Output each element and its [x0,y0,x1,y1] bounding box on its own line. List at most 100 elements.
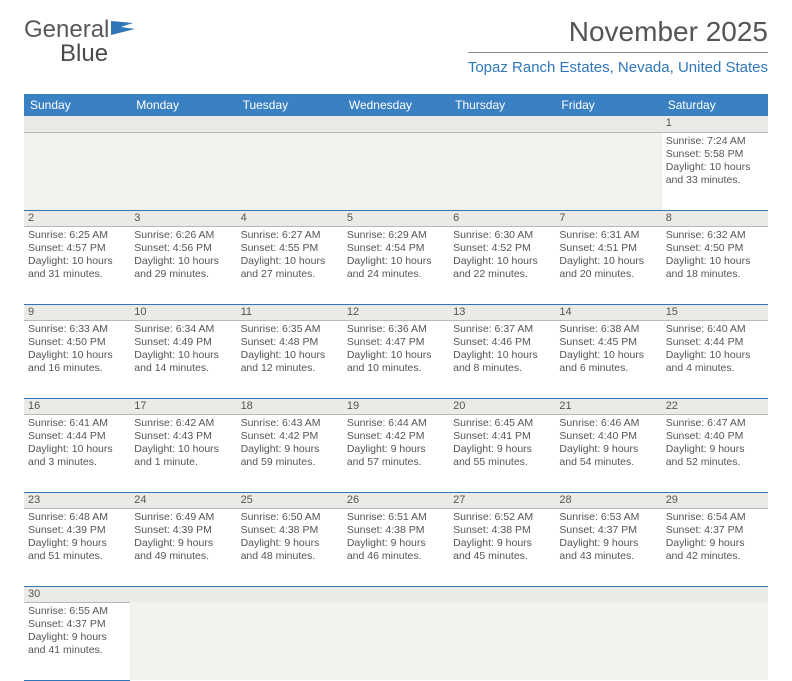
day-content: Sunrise: 6:43 AMSunset: 4:42 PMDaylight:… [237,415,343,470]
sunset-text: Sunset: 4:37 PM [559,524,657,537]
sunset-text: Sunset: 4:56 PM [134,242,232,255]
sunrise-text: Sunrise: 6:53 AM [559,511,657,524]
daylight-text: Daylight: 10 hours and 14 minutes. [134,349,232,375]
daylight-text: Daylight: 9 hours and 43 minutes. [559,537,657,563]
calendar-table: SundayMondayTuesdayWednesdayThursdayFrid… [24,94,768,681]
day-cell [237,132,343,210]
sunrise-text: Sunrise: 6:35 AM [241,323,339,336]
daylight-text: Daylight: 10 hours and 6 minutes. [559,349,657,375]
day-cell: Sunrise: 6:45 AMSunset: 4:41 PMDaylight:… [449,414,555,492]
day-content: Sunrise: 6:40 AMSunset: 4:44 PMDaylight:… [662,321,768,376]
sunrise-text: Sunrise: 6:38 AM [559,323,657,336]
day-cell: Sunrise: 6:46 AMSunset: 4:40 PMDaylight:… [555,414,661,492]
day-content: Sunrise: 6:45 AMSunset: 4:41 PMDaylight:… [449,415,555,470]
daylight-text: Daylight: 10 hours and 18 minutes. [666,255,764,281]
daylight-text: Daylight: 9 hours and 46 minutes. [347,537,445,563]
sunrise-text: Sunrise: 6:26 AM [134,229,232,242]
sunrise-text: Sunrise: 6:44 AM [347,417,445,430]
week-row: Sunrise: 6:41 AMSunset: 4:44 PMDaylight:… [24,414,768,492]
week-row: Sunrise: 6:48 AMSunset: 4:39 PMDaylight:… [24,508,768,586]
day-cell [343,132,449,210]
day-number: 28 [555,492,661,508]
sunrise-text: Sunrise: 6:29 AM [347,229,445,242]
day-cell: Sunrise: 6:33 AMSunset: 4:50 PMDaylight:… [24,320,130,398]
sunset-text: Sunset: 4:44 PM [28,430,126,443]
sunset-text: Sunset: 4:41 PM [453,430,551,443]
daylight-text: Daylight: 9 hours and 45 minutes. [453,537,551,563]
day-number: 21 [555,398,661,414]
day-number: 16 [24,398,130,414]
day-header: Saturday [662,94,768,116]
day-content: Sunrise: 6:49 AMSunset: 4:39 PMDaylight:… [130,509,236,564]
sunset-text: Sunset: 4:38 PM [241,524,339,537]
daylight-text: Daylight: 9 hours and 41 minutes. [28,631,126,657]
sunrise-text: Sunrise: 6:32 AM [666,229,764,242]
day-number: 17 [130,398,236,414]
day-number: 7 [555,210,661,226]
daylight-text: Daylight: 10 hours and 27 minutes. [241,255,339,281]
sunset-text: Sunset: 4:42 PM [241,430,339,443]
day-number: 1 [662,116,768,132]
day-content: Sunrise: 6:29 AMSunset: 4:54 PMDaylight:… [343,227,449,282]
day-number [343,586,449,602]
day-content: Sunrise: 6:47 AMSunset: 4:40 PMDaylight:… [662,415,768,470]
day-number: 6 [449,210,555,226]
day-content: Sunrise: 6:25 AMSunset: 4:57 PMDaylight:… [24,227,130,282]
day-of-week-row: SundayMondayTuesdayWednesdayThursdayFrid… [24,94,768,116]
flag-icon [111,16,137,44]
title-rule [468,52,768,53]
day-cell: Sunrise: 6:48 AMSunset: 4:39 PMDaylight:… [24,508,130,586]
day-header: Tuesday [237,94,343,116]
day-content: Sunrise: 6:46 AMSunset: 4:40 PMDaylight:… [555,415,661,470]
sunrise-text: Sunrise: 6:31 AM [559,229,657,242]
sunrise-text: Sunrise: 6:52 AM [453,511,551,524]
day-cell [130,132,236,210]
daylight-text: Daylight: 10 hours and 20 minutes. [559,255,657,281]
day-header: Wednesday [343,94,449,116]
sunrise-text: Sunrise: 6:42 AM [134,417,232,430]
sunset-text: Sunset: 4:48 PM [241,336,339,349]
daylight-text: Daylight: 10 hours and 31 minutes. [28,255,126,281]
sunset-text: Sunset: 4:49 PM [134,336,232,349]
sunset-text: Sunset: 4:50 PM [666,242,764,255]
day-content: Sunrise: 6:35 AMSunset: 4:48 PMDaylight:… [237,321,343,376]
day-number: 14 [555,304,661,320]
daylight-text: Daylight: 10 hours and 24 minutes. [347,255,445,281]
day-content: Sunrise: 6:30 AMSunset: 4:52 PMDaylight:… [449,227,555,282]
sunrise-text: Sunrise: 6:34 AM [134,323,232,336]
day-cell: Sunrise: 6:32 AMSunset: 4:50 PMDaylight:… [662,226,768,304]
day-content: Sunrise: 6:37 AMSunset: 4:46 PMDaylight:… [449,321,555,376]
daynum-row: 9101112131415 [24,304,768,320]
sunrise-text: Sunrise: 6:49 AM [134,511,232,524]
day-number: 11 [237,304,343,320]
location-text: Topaz Ranch Estates, Nevada, United Stat… [468,59,768,76]
day-number: 8 [662,210,768,226]
day-cell: Sunrise: 6:30 AMSunset: 4:52 PMDaylight:… [449,226,555,304]
daylight-text: Daylight: 10 hours and 12 minutes. [241,349,339,375]
day-number: 30 [24,586,130,602]
sunset-text: Sunset: 4:38 PM [453,524,551,537]
day-number: 22 [662,398,768,414]
day-cell: Sunrise: 6:49 AMSunset: 4:39 PMDaylight:… [130,508,236,586]
sunset-text: Sunset: 4:37 PM [666,524,764,537]
day-cell: Sunrise: 6:26 AMSunset: 4:56 PMDaylight:… [130,226,236,304]
day-content: Sunrise: 6:32 AMSunset: 4:50 PMDaylight:… [662,227,768,282]
day-number: 15 [662,304,768,320]
day-number: 12 [343,304,449,320]
sunset-text: Sunset: 4:40 PM [666,430,764,443]
day-number [237,116,343,132]
sunrise-text: Sunrise: 6:46 AM [559,417,657,430]
daylight-text: Daylight: 10 hours and 8 minutes. [453,349,551,375]
month-title: November 2025 [468,16,768,48]
sunrise-text: Sunrise: 6:30 AM [453,229,551,242]
page-header: General Blue November 2025 Topaz Ranch E… [24,16,768,88]
day-cell [555,602,661,680]
sunrise-text: Sunrise: 6:54 AM [666,511,764,524]
day-header: Friday [555,94,661,116]
sunrise-text: Sunrise: 6:55 AM [28,605,126,618]
daylight-text: Daylight: 10 hours and 29 minutes. [134,255,232,281]
day-number [237,586,343,602]
day-number [130,116,236,132]
day-number [662,586,768,602]
day-cell: Sunrise: 6:55 AMSunset: 4:37 PMDaylight:… [24,602,130,680]
